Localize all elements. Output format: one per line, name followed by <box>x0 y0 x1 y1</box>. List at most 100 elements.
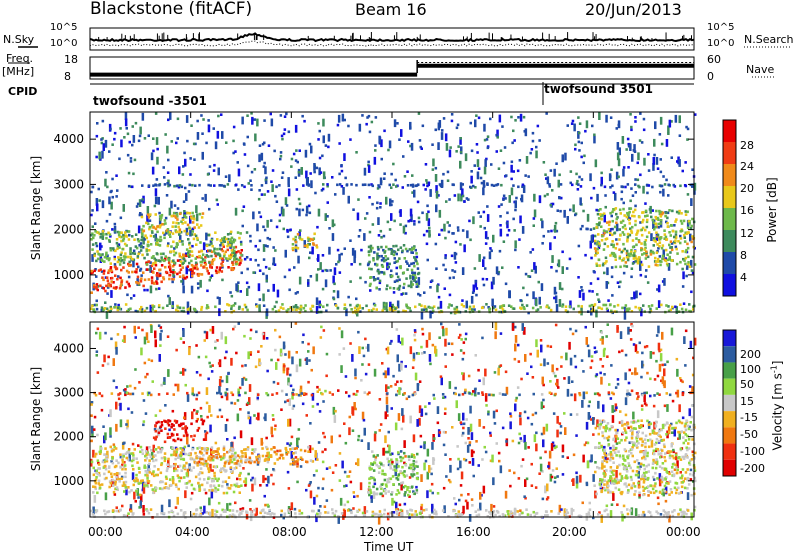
power-data-cell <box>640 242 643 245</box>
power-noise-cell <box>616 142 620 150</box>
velocity-noise-cell <box>117 509 120 513</box>
power-ground-cell <box>157 305 161 309</box>
power-noise-cell <box>274 194 277 198</box>
power-data-cell <box>686 210 689 214</box>
power-ground-cell <box>302 306 306 310</box>
power-noise-cell <box>417 292 420 296</box>
velocity-noise-cell <box>287 487 291 490</box>
velocity-noise-cell <box>290 451 293 459</box>
power-data-cell <box>218 247 222 251</box>
power-noise-cell <box>423 291 426 294</box>
power-line-cell <box>364 183 367 186</box>
power-data-cell <box>199 260 202 264</box>
power-data-cell <box>159 252 163 256</box>
power-noise-cell <box>284 197 288 205</box>
power-noise-cell <box>527 275 530 278</box>
velocity-noise-cell <box>511 439 515 443</box>
power-data-cell <box>690 240 693 244</box>
power-ground-cell <box>200 305 204 309</box>
velocity-noise-cell <box>308 445 312 453</box>
power-noise-cell <box>104 178 107 187</box>
power-noise-cell <box>385 309 389 312</box>
power-data-cell <box>395 279 399 282</box>
power-noise-cell <box>578 122 582 125</box>
power-noise-cell <box>679 234 682 238</box>
velocity-noise-cell <box>200 415 203 418</box>
velocity-noise-cell <box>589 366 593 369</box>
velocity-noise-cell <box>389 385 393 388</box>
power-noise-cell <box>283 275 287 279</box>
velocity-ground-cell <box>192 512 196 516</box>
power-noise-cell <box>199 279 202 288</box>
power-tick-16: 16 <box>740 204 754 217</box>
velocity-noise-cell <box>289 442 293 445</box>
velocity-noise-cell <box>239 507 242 511</box>
power-data-cell <box>155 239 159 243</box>
velocity-noise-cell <box>127 448 131 451</box>
velocity-noise-cell <box>431 503 434 512</box>
power-noise-cell <box>338 183 342 186</box>
power-noise-cell <box>108 213 112 216</box>
power-data-cell <box>90 271 93 275</box>
velocity-noise-cell <box>288 418 292 427</box>
power-noise-cell <box>314 191 317 195</box>
power-noise-cell <box>282 132 286 136</box>
power-noise-cell <box>572 204 575 213</box>
velocity-noise-cell <box>459 460 462 469</box>
velocity-noise-cell <box>599 371 602 375</box>
velocity-line-cell <box>627 392 631 395</box>
power-data-cell <box>120 282 123 285</box>
power-noise-cell <box>360 248 363 252</box>
velocity-ground-cell <box>428 514 431 517</box>
velocity-noise-cell <box>174 383 177 387</box>
power-data-cell <box>628 207 631 210</box>
velocity-noise-cell <box>96 327 100 331</box>
power-data-cell <box>208 261 211 264</box>
velocity-noise-cell <box>142 505 145 513</box>
velocity-noise-cell <box>93 495 97 503</box>
power-ground-cell <box>455 308 459 312</box>
velocity-ground-cell <box>147 511 151 515</box>
power-noise-cell <box>297 170 301 174</box>
power-noise-cell <box>173 204 177 207</box>
power-noise-cell <box>114 303 117 306</box>
velocity-ground-cell <box>566 511 570 515</box>
velocity-noise-cell <box>230 401 233 405</box>
power-noise-cell <box>379 202 382 205</box>
velocity-ground-cell <box>233 514 236 517</box>
power-data-cell <box>116 230 120 234</box>
power-data-cell <box>597 258 601 262</box>
power-noise-cell <box>647 153 650 156</box>
power-noise-cell <box>240 271 243 275</box>
velocity-noise-cell <box>302 333 305 337</box>
power-noise-cell <box>176 137 179 140</box>
power-data-cell <box>147 216 151 219</box>
power-line-cell <box>679 184 682 188</box>
power-data-cell <box>686 246 690 250</box>
velocity-data-cell <box>172 481 175 485</box>
power-noise-cell <box>318 129 321 133</box>
power-noise-cell <box>658 133 662 136</box>
power-data-cell <box>90 269 93 273</box>
velocity-line-cell <box>411 393 415 397</box>
power-noise-cell <box>622 166 626 169</box>
velocity-noise-cell <box>590 454 593 463</box>
power-data-cell <box>221 249 224 253</box>
power-data-cell <box>376 263 379 266</box>
velocity-noise-cell <box>676 460 679 469</box>
power-noise-cell <box>686 127 690 131</box>
power-noise-cell <box>440 179 444 188</box>
velocity-noise-cell <box>599 338 603 341</box>
velocity-noise-cell <box>541 497 545 501</box>
velocity-noise-cell <box>631 427 634 436</box>
power-ground-cell <box>547 306 551 310</box>
power-noise-cell <box>129 160 133 163</box>
velocity-noise-cell <box>370 495 373 503</box>
power-noise-cell <box>369 244 373 253</box>
power-data-cell <box>153 282 156 285</box>
velocity-line-cell <box>596 392 600 396</box>
velocity-noise-cell <box>575 471 578 475</box>
power-line-cell <box>486 183 489 186</box>
power-noise-cell <box>499 149 503 152</box>
velocity-noise-cell <box>584 325 587 329</box>
